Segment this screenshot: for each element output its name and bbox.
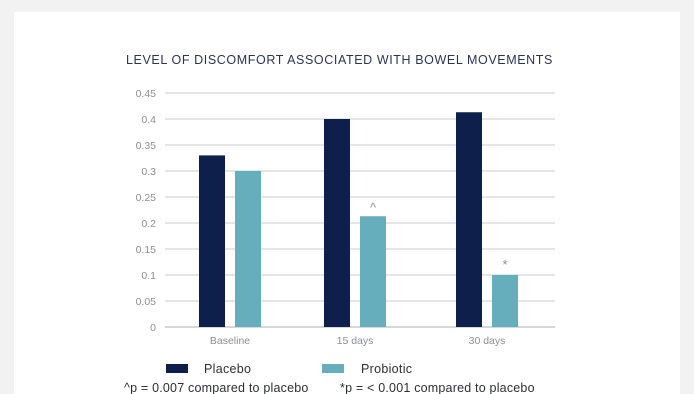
bar-placebo-baseline — [199, 155, 225, 327]
legend-swatch-probiotic — [322, 364, 344, 373]
legend-label-placebo: Placebo — [204, 362, 251, 376]
x-axis-labels: Baseline 15 days 30 days — [210, 335, 506, 347]
bar-placebo-30-days — [456, 112, 482, 328]
y-tick-label: 0.1 — [141, 270, 156, 282]
x-category-label: 30 days — [469, 335, 506, 347]
x-category-label: 15 days — [337, 335, 374, 347]
y-axis-ticks: 0 0.05 0.1 0.15 0.2 0.25 0.3 0.35 0.4 0.45 — [136, 88, 157, 334]
y-tick-label: 0.15 — [136, 244, 157, 256]
legend: Placebo Probiotic — [166, 362, 412, 376]
y-tick-label: 0.05 — [136, 296, 157, 308]
significance-markers: ^* — [370, 200, 508, 272]
bar-probiotic-15-days — [360, 216, 386, 327]
y-tick-label: 0.35 — [136, 140, 157, 152]
y-tick-label: 0.2 — [141, 218, 156, 230]
bar-placebo-15-days — [324, 119, 350, 327]
legend-label-probiotic: Probiotic — [361, 362, 412, 376]
bars — [199, 112, 518, 328]
caret-marker: ^ — [370, 200, 377, 215]
y-tick-label: 0.4 — [141, 114, 156, 126]
x-category-label: Baseline — [210, 335, 250, 347]
legend-swatch-placebo — [166, 364, 188, 373]
y-tick-label: 0.45 — [136, 88, 157, 100]
chart-title: LEVEL OF DISCOMFORT ASSOCIATED WITH BOWE… — [126, 53, 553, 67]
footnote-caret: ^p = 0.007 compared to placebo — [124, 381, 309, 394]
y-tick-label: 0 — [150, 322, 156, 334]
star-marker: * — [502, 257, 507, 272]
bar-probiotic-baseline — [235, 171, 261, 327]
footnote-star: *p = < 0.001 compared to placebo — [340, 381, 535, 394]
bar-probiotic-30-days — [492, 275, 518, 327]
y-tick-label: 0.3 — [141, 166, 156, 178]
y-tick-label: 0.25 — [136, 192, 157, 204]
